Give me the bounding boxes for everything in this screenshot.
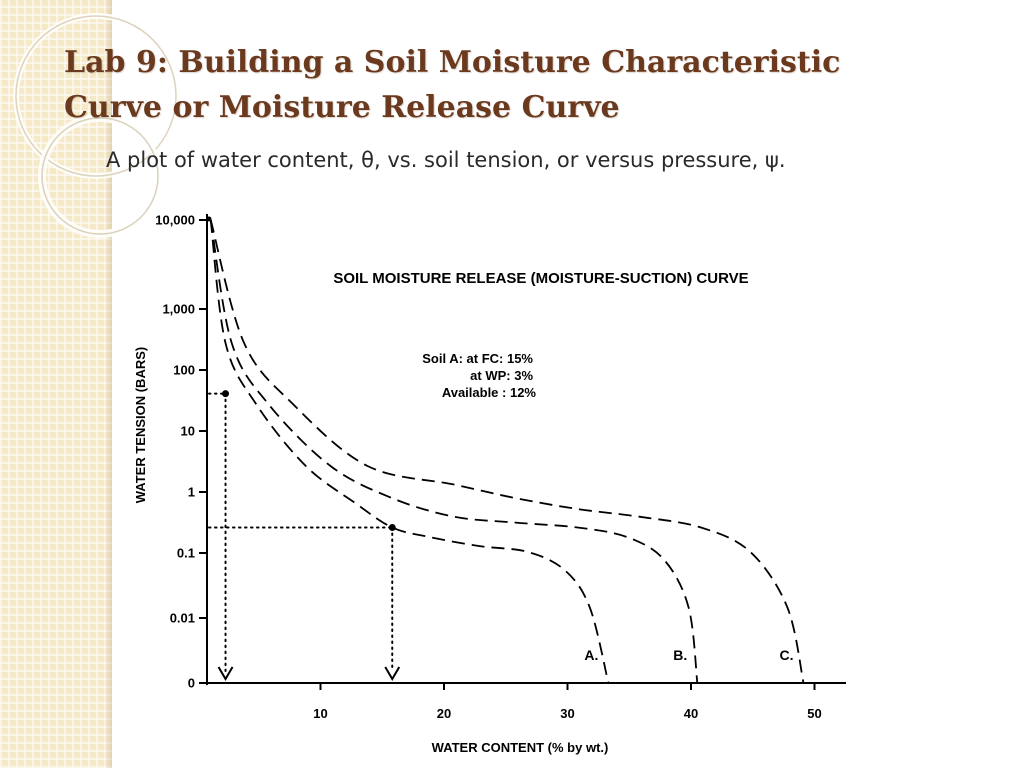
decorative-arcs (13, 13, 179, 238)
decorative-arc-outer-edge (15, 15, 177, 177)
chart-title: SOIL MOISTURE RELEASE (MOISTURE-SUCTION)… (333, 270, 748, 287)
series-label: C. (780, 647, 794, 663)
series-line-a (209, 219, 610, 684)
slide-subtitle: A plot of water content, θ, vs. soil ten… (106, 148, 786, 172)
x-tick-label: 40 (684, 706, 698, 721)
y-axis-label: WATER TENSION (BARS) (133, 347, 148, 503)
x-tick-label: 10 (313, 706, 327, 721)
decorative-side-strip (0, 0, 112, 768)
series-label: A. (584, 647, 598, 663)
guide-arrow-head (384, 666, 401, 681)
chart-annotation: Soil A: at FC: 15% at WP: 3% Available :… (422, 351, 536, 400)
y-tick-label: 1,000 (162, 302, 195, 317)
series-line-c (209, 219, 805, 684)
y-tick-label: 100 (173, 363, 195, 378)
x-axis-label: WATER CONTENT (% by wt.) (432, 740, 609, 755)
slide-title: Lab 9: Building a Soil Moisture Characte… (64, 45, 841, 125)
x-tick-label: 20 (437, 706, 451, 721)
annotation-line-3: Available : 12% (442, 385, 537, 400)
data-point-marker (388, 524, 396, 531)
series-line-b (209, 219, 699, 684)
y-tick-label: 0 (188, 676, 195, 691)
x-tick-label: 30 (560, 706, 574, 721)
guide-arrow-head (217, 666, 234, 681)
curve-origin-marker (206, 216, 212, 222)
annotation-line-1: Soil A: at FC: 15% (422, 351, 533, 366)
side-strip-shadow (104, 0, 112, 768)
x-tick-label: 50 (807, 706, 821, 721)
data-point-marker (222, 390, 230, 398)
y-tick-label: 10,000 (155, 213, 195, 228)
y-tick-label: 0.01 (170, 611, 195, 626)
y-tick-label: 10 (181, 424, 195, 439)
annotation-line-2: at WP: 3% (470, 368, 533, 383)
decorative-arc-inner-edge (41, 117, 159, 235)
y-tick-label: 0.1 (177, 546, 195, 561)
y-tick-label: 1 (188, 485, 195, 500)
series-label: B. (673, 647, 687, 663)
